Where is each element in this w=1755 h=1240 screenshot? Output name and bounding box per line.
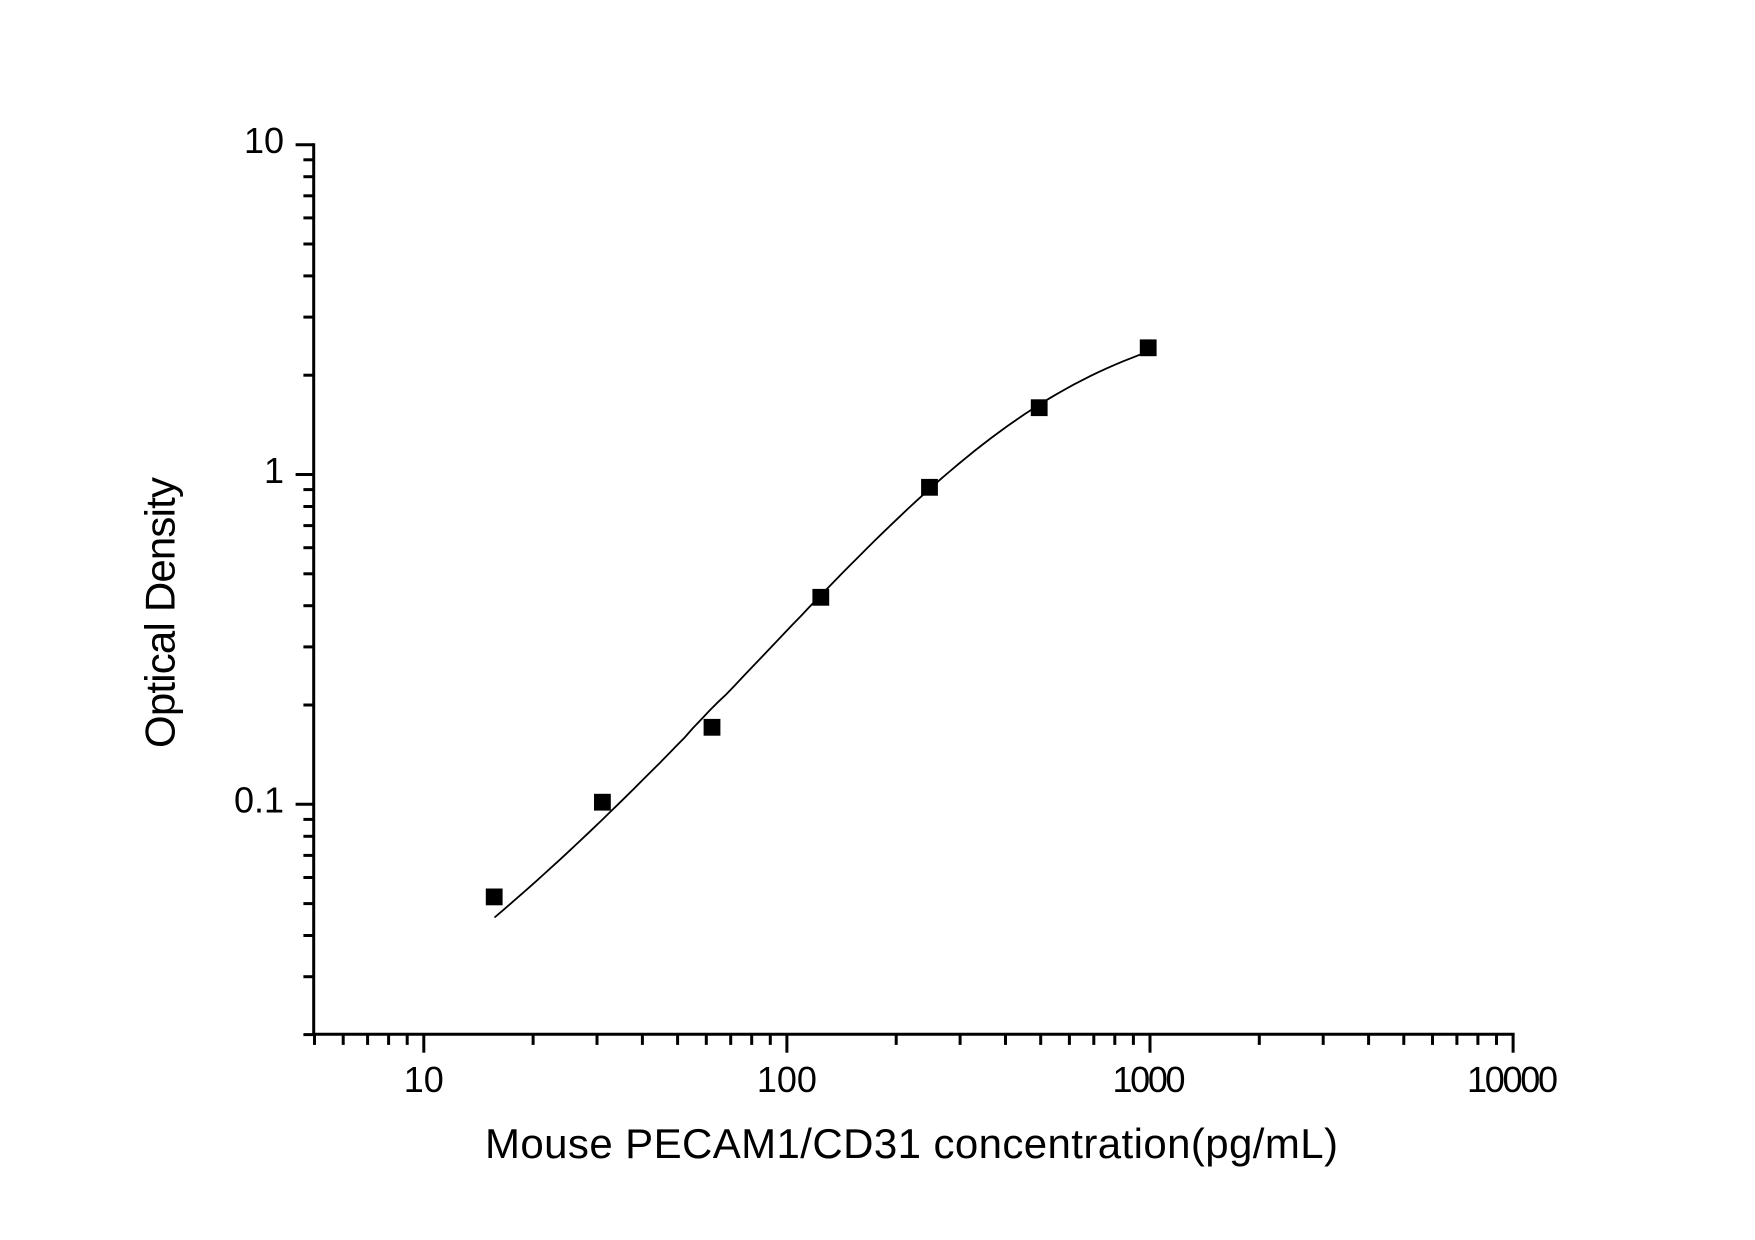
svg-text:Optical Density: Optical Density <box>137 477 184 748</box>
svg-text:100: 100 <box>757 1059 817 1100</box>
svg-text:10000: 10000 <box>1467 1059 1558 1100</box>
svg-text:10: 10 <box>404 1059 444 1100</box>
svg-text:1: 1 <box>264 450 284 491</box>
svg-text:0.1: 0.1 <box>234 780 284 821</box>
svg-text:Mouse PECAM1/CD31 concentratio: Mouse PECAM1/CD31 concentration(pg/mL) <box>485 1120 1338 1167</box>
svg-text:10: 10 <box>244 120 284 161</box>
svg-text:1000: 1000 <box>1113 1059 1186 1100</box>
